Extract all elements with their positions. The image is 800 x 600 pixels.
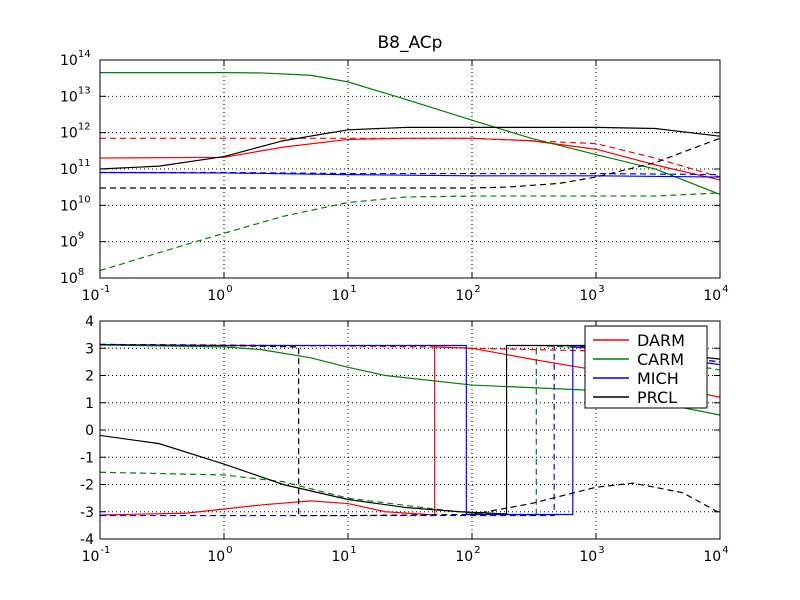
x-tick-label: 10-1 — [82, 545, 111, 565]
x-tick-exponent: 2 — [474, 284, 480, 295]
series-darm-dashed — [100, 137, 720, 178]
x-tick-exponent: 2 — [474, 545, 480, 556]
x-tick-base: 10 — [331, 549, 349, 565]
y-tick-label: 3 — [85, 341, 94, 357]
y-tick-base: 10 — [60, 89, 78, 105]
y-tick-label: -4 — [80, 532, 94, 548]
y-tick-exponent: 8 — [78, 267, 84, 278]
legend-label-darm: DARM — [637, 331, 685, 350]
x-tick-label: 103 — [579, 545, 604, 565]
series-mich-dashed — [100, 344, 720, 517]
series-carm-dashed — [100, 192, 720, 272]
series-prcl-dashed — [100, 137, 720, 189]
series-prcl-solid — [100, 344, 720, 515]
y-tick-label: -2 — [80, 478, 94, 494]
y-tick-label: -3 — [80, 505, 94, 521]
x-tick-base: 10 — [207, 549, 225, 565]
x-tick-label: 100 — [207, 284, 232, 304]
x-tick-label: 10-1 — [82, 284, 111, 304]
y-tick-base: 10 — [60, 126, 78, 142]
x-tick-label: 104 — [703, 284, 728, 304]
phase-x-ticks: 10-1 100 101 102 103 104 — [82, 321, 729, 565]
y-tick-base: 10 — [60, 53, 78, 69]
x-tick-label: 101 — [331, 545, 356, 565]
series-prcl-solid — [100, 126, 720, 170]
magnitude-grid — [100, 60, 720, 278]
legend-label-prcl: PRCL — [637, 388, 677, 407]
series-mich-solid — [100, 343, 720, 516]
x-tick-exponent: -1 — [100, 284, 110, 295]
y-tick-base: 10 — [60, 198, 78, 214]
x-tick-base: 10 — [703, 549, 721, 565]
x-tick-base: 10 — [207, 288, 225, 304]
y-tick-label: 4 — [85, 314, 94, 330]
series-carm-solid — [100, 72, 720, 195]
y-tick-label: 108 — [60, 267, 84, 287]
x-tick-base: 10 — [82, 288, 100, 304]
x-tick-exponent: 4 — [722, 284, 728, 295]
x-tick-exponent: 0 — [226, 545, 232, 556]
y-tick-label: 2 — [85, 369, 94, 385]
series-prcl-dashed — [100, 343, 720, 517]
y-tick-exponent: 10 — [78, 194, 91, 205]
y-tick-exponent: 9 — [78, 231, 84, 242]
y-tick-label: 1014 — [60, 49, 91, 69]
y-tick-base: 10 — [60, 162, 78, 178]
y-tick-label: 1011 — [60, 158, 91, 178]
legend-label-mich: MICH — [637, 369, 679, 388]
x-tick-label: 100 — [207, 545, 232, 565]
x-tick-label: 101 — [331, 284, 356, 304]
x-tick-label: 102 — [455, 545, 480, 565]
y-tick-exponent: 14 — [78, 49, 91, 60]
y-tick-base: 10 — [60, 235, 78, 251]
x-tick-base: 10 — [579, 549, 597, 565]
x-tick-exponent: 1 — [350, 545, 356, 556]
y-tick-label: -1 — [80, 450, 94, 466]
y-tick-label: 109 — [60, 231, 84, 251]
x-tick-exponent: 3 — [598, 284, 604, 295]
series-mich-dashed — [100, 171, 720, 176]
chart-title: B8_ACp — [378, 33, 443, 53]
y-tick-label: 1013 — [60, 85, 91, 105]
x-tick-label: 102 — [455, 284, 480, 304]
x-tick-base: 10 — [331, 288, 349, 304]
x-tick-base: 10 — [82, 549, 100, 565]
series-carm-dashed — [100, 344, 720, 516]
x-tick-exponent: 4 — [722, 545, 728, 556]
x-tick-exponent: 0 — [226, 284, 232, 295]
x-tick-base: 10 — [579, 288, 597, 304]
x-tick-label: 103 — [579, 284, 604, 304]
series-darm-solid — [100, 137, 720, 181]
x-tick-base: 10 — [703, 288, 721, 304]
y-tick-exponent: 13 — [78, 85, 91, 96]
magnitude-plot: B8_ACp 10-1 100 101 102 103 104 1081091010101… — [60, 33, 729, 304]
legend-label-carm: CARM — [637, 350, 684, 369]
magnitude-x-ticks: 10-1 100 101 102 103 104 — [82, 60, 729, 304]
y-tick-exponent: 11 — [78, 158, 91, 169]
y-tick-label: 0 — [85, 423, 94, 439]
y-tick-label: 1012 — [60, 122, 91, 142]
magnitude-series — [100, 72, 720, 272]
x-tick-exponent: 1 — [350, 284, 356, 295]
x-tick-exponent: 3 — [598, 545, 604, 556]
y-tick-label: 1010 — [60, 194, 91, 214]
y-tick-base: 10 — [60, 271, 78, 287]
x-tick-exponent: -1 — [100, 545, 110, 556]
y-tick-exponent: 12 — [78, 122, 91, 133]
x-tick-base: 10 — [455, 288, 473, 304]
x-tick-base: 10 — [455, 549, 473, 565]
x-tick-label: 104 — [703, 545, 728, 565]
phase-y-ticks: -4 -3 -2 -1 0 1 2 3 4 — [80, 314, 720, 548]
y-tick-label: 1 — [85, 396, 94, 412]
